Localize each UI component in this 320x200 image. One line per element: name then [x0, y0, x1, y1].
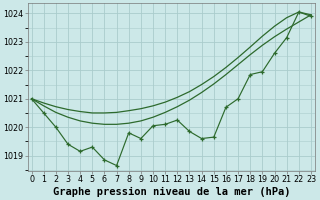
X-axis label: Graphe pression niveau de la mer (hPa): Graphe pression niveau de la mer (hPa)	[52, 186, 290, 197]
